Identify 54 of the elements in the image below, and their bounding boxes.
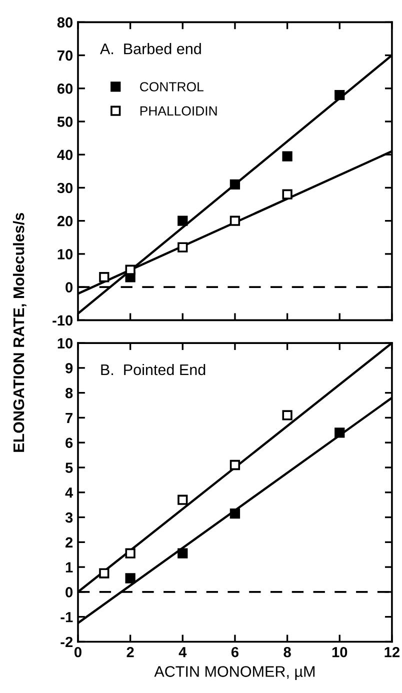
point: [178, 548, 188, 558]
point: [178, 494, 188, 505]
point: [282, 189, 292, 200]
legend-label: CONTROL: [140, 82, 204, 92]
y-tick-label: 80: [57, 17, 73, 28]
point: [99, 568, 110, 578]
point: [99, 272, 110, 282]
y-tick-label: 40: [57, 150, 73, 160]
y-tick-label: 4: [65, 488, 74, 498]
y-tick-label: 70: [58, 50, 73, 61]
y-tick-label: 2: [66, 537, 73, 548]
y-tick-label: 5: [65, 462, 73, 473]
y-tick-label: 30: [57, 182, 73, 194]
y-tick-label: 0: [66, 587, 73, 598]
x-tick-label: 12: [384, 646, 400, 658]
point: [230, 508, 240, 519]
x-tick-label: 2: [126, 646, 134, 658]
x-tick-label: 4: [178, 647, 187, 658]
y-tick-label: 50: [57, 116, 73, 127]
legend-label: PHALLOIDIN: [140, 106, 217, 116]
x-tick-label: 10: [332, 646, 348, 658]
point: [334, 428, 345, 438]
point: [282, 410, 292, 420]
y-axis-title: ELONGATION RATE, Molecules/s: [12, 213, 26, 452]
y-tick-label: 3: [65, 512, 73, 523]
y-tick-label: 10: [58, 249, 73, 260]
y-tick-label: 8: [65, 388, 73, 398]
y-tick-label: -1: [60, 612, 73, 622]
y-tick-label: -10: [52, 315, 73, 326]
y-tick-label: -2: [60, 636, 73, 647]
text: B. Pointed End: [101, 364, 206, 376]
point: [125, 573, 136, 584]
point: [230, 216, 240, 226]
point: [125, 548, 136, 558]
y-tick-label: 9: [66, 363, 73, 374]
x-axis-title: ACTIN MONOMER, µM: [154, 666, 314, 680]
y-tick-label: 0: [66, 282, 73, 292]
point: [230, 179, 240, 190]
point: [282, 151, 292, 162]
point: [178, 216, 188, 226]
point: [178, 242, 188, 252]
y-tick-label: 60: [57, 83, 73, 94]
y-tick-label: 20: [57, 216, 73, 226]
x-tick-label: 0: [74, 646, 82, 658]
y-tick-label: 1: [66, 562, 73, 572]
point: [125, 264, 136, 275]
x-tick-label: 6: [231, 646, 238, 658]
text: A. Barbed end: [100, 43, 201, 54]
x-tick-label: 8: [284, 646, 291, 658]
y-tick-label: 10: [58, 338, 73, 348]
y-tick-label: 6: [66, 438, 73, 448]
y-tick-label: 7: [66, 412, 72, 423]
point: [334, 90, 345, 100]
point: [230, 460, 240, 470]
